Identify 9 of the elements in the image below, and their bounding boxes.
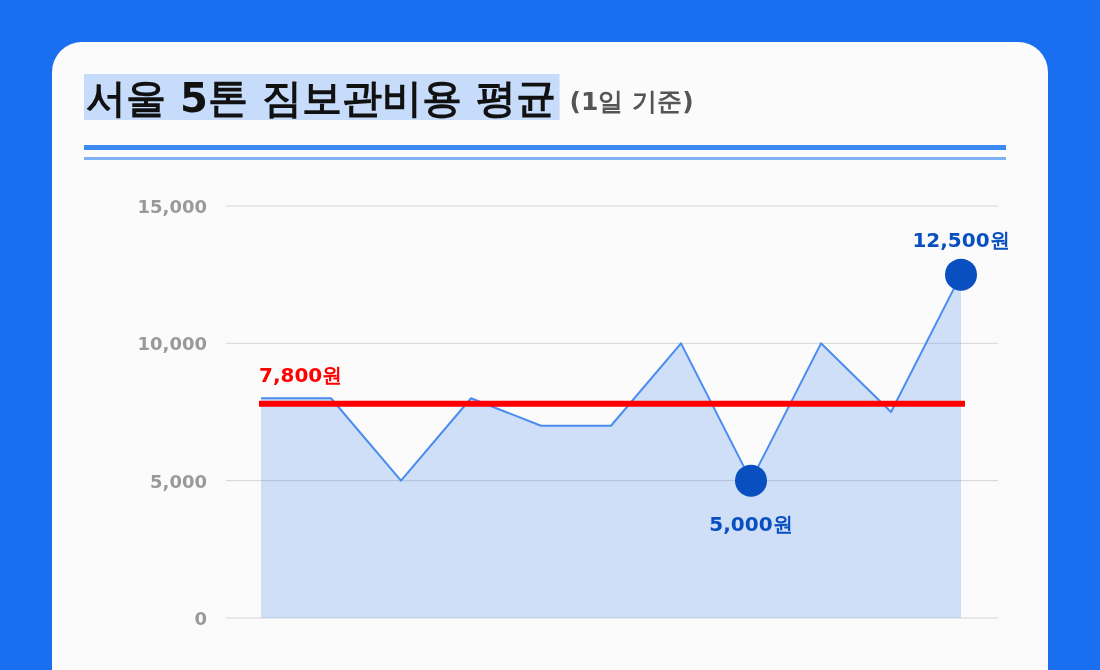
title: 서울 5톤 짐보관비용 평균 (84, 74, 560, 121)
data-label: 12,500원 (912, 227, 1010, 252)
y-tick-label: 10,000 (137, 333, 207, 355)
ref-line-label: 7,800원 (259, 362, 343, 387)
y-tick-label: 0 (194, 608, 207, 629)
y-tick-label: 15,000 (137, 196, 207, 217)
data-label: 5,000원 (709, 511, 793, 536)
y-tick-label: 5,000 (150, 470, 207, 492)
subtitle: (1일 기준) (569, 87, 694, 116)
